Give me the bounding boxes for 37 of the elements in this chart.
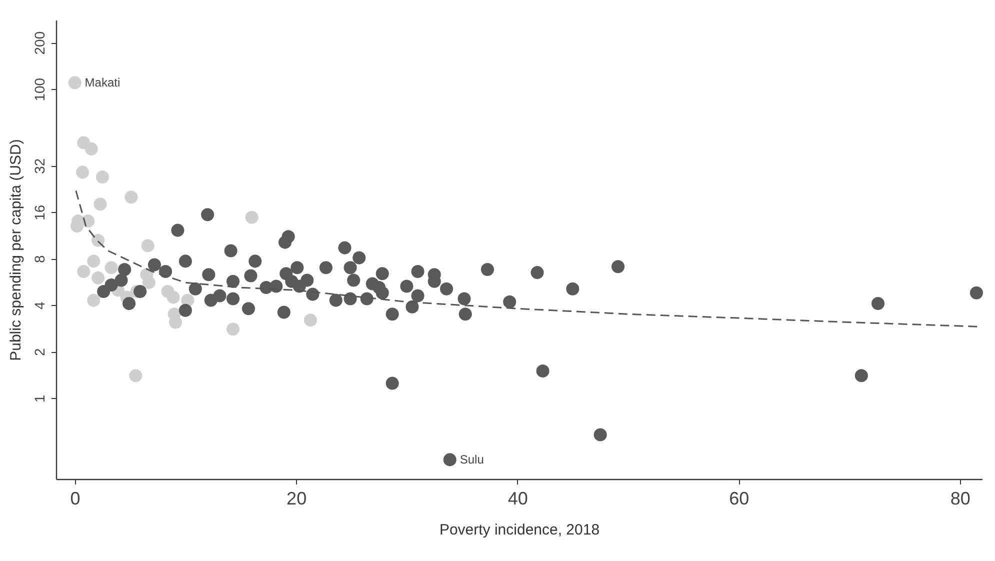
point [92,271,105,284]
y-tick-label: 32 [32,158,48,174]
point [168,308,181,321]
x-tick-label: 20 [286,488,307,508]
point [87,254,100,268]
y-tick-label: 4 [32,302,48,310]
point [124,190,138,204]
y-tick-label: 1 [32,394,48,403]
y-tick-label: 2 [32,348,48,356]
point [141,239,154,252]
annotation: Sulu [460,452,484,467]
x-tick-label: 80 [950,488,970,508]
point [161,285,174,298]
point [226,322,240,336]
y-tick-label: 8 [32,255,48,264]
point [87,294,100,307]
point [304,314,317,327]
point [245,210,258,224]
annotation: Makati [84,76,120,90]
y-tick-label: 16 [32,204,48,220]
y-tick-label: 200 [32,31,48,55]
point [94,198,107,211]
x-tick-label: 60 [729,488,750,508]
point [129,369,142,382]
point [68,76,82,90]
point [76,166,90,179]
y-tick-label: 100 [32,78,48,102]
point [140,268,154,282]
point [92,234,105,247]
point [77,265,90,278]
x-tick-label: 40 [508,488,528,508]
x-tick-label: 0 [70,488,80,508]
point [104,261,118,274]
point [84,142,98,156]
y-axis-title: Public spending per capita (USD) [8,139,24,361]
x-axis-title: Poverty incidence, 2018 [439,522,600,538]
point [96,170,109,184]
